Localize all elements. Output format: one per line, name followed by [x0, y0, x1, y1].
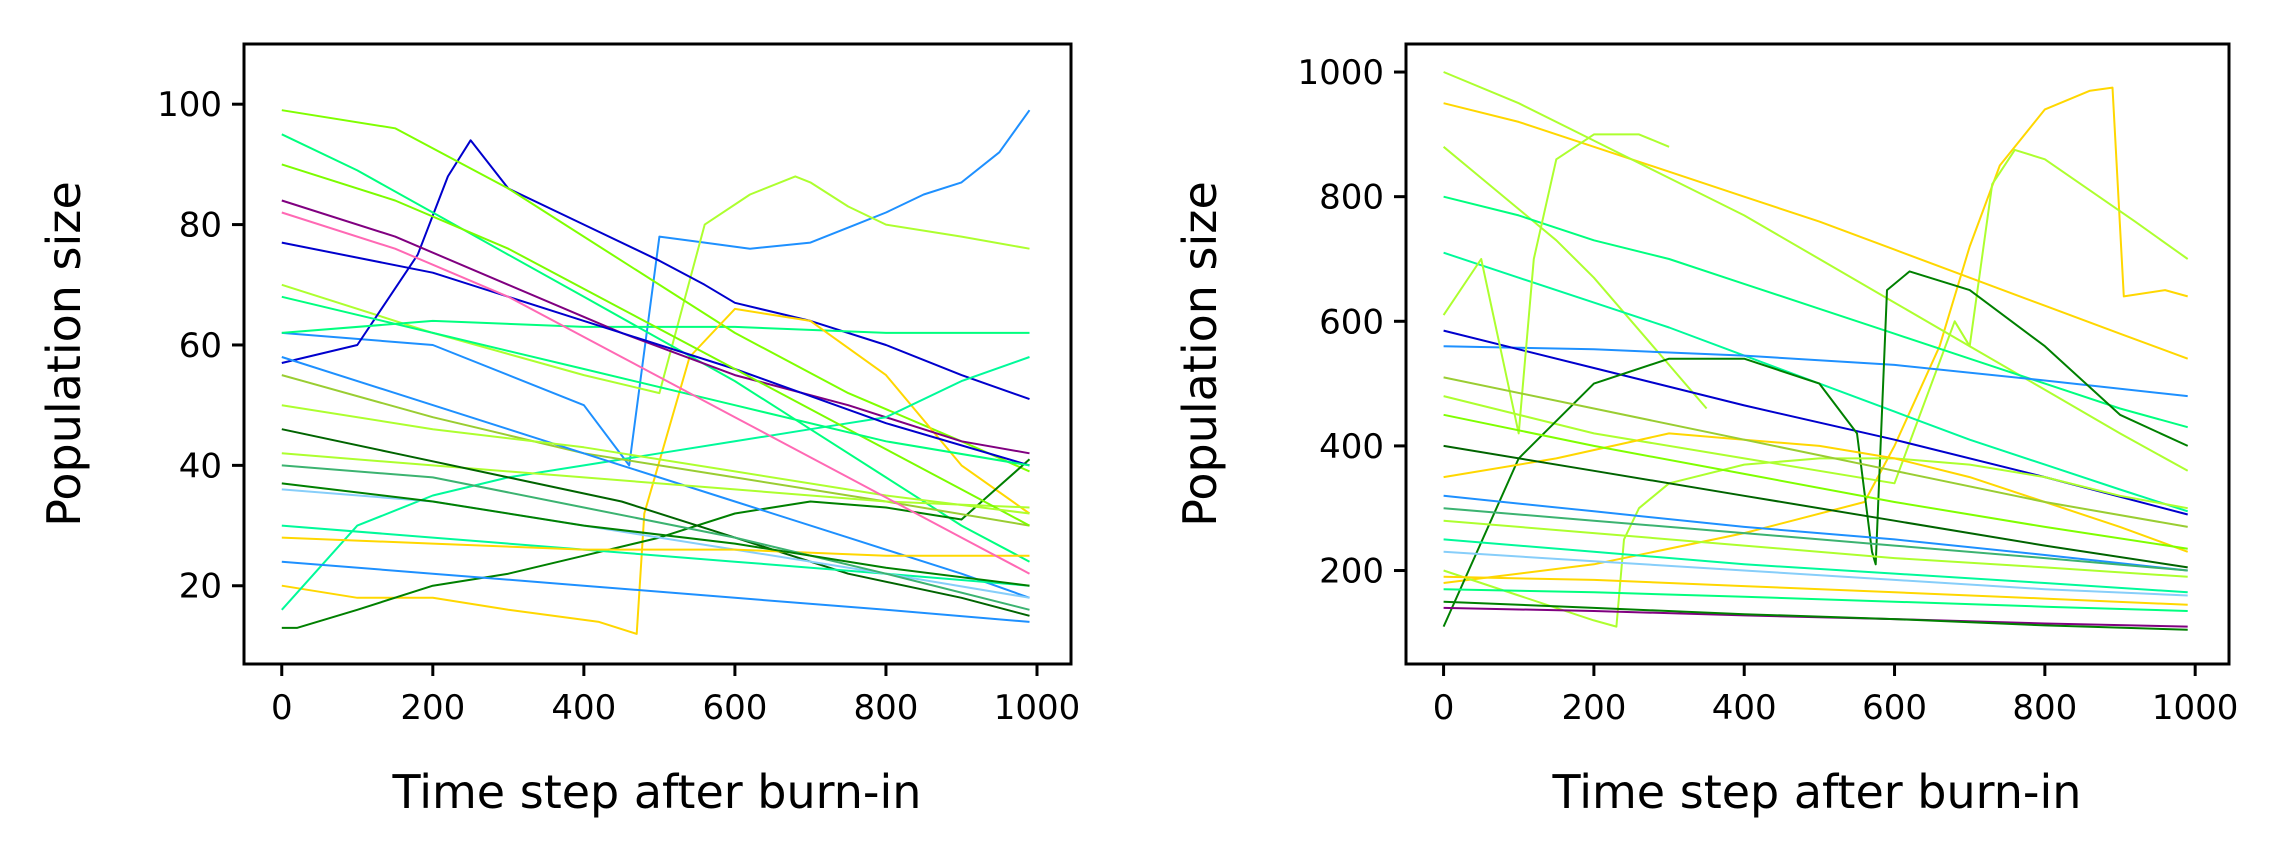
x-tick-label: 800 [2012, 688, 2077, 728]
series-line-20 [281, 464, 1030, 611]
series-line-2 [281, 175, 1030, 395]
y-tick-label: 40 [179, 446, 222, 486]
series-line-24 [281, 560, 1030, 623]
series-line-13 [281, 452, 1030, 509]
y-tick-label: 80 [179, 206, 222, 246]
y-tick-label: 100 [157, 85, 222, 125]
series-line-6 [1443, 195, 2188, 429]
x-tick-label: 400 [1712, 688, 1777, 728]
series-line-21 [281, 295, 1030, 467]
series-line-18 [281, 241, 1030, 467]
population-chart-right: 0 200 400 600 800 1000 200 400 600 800 1000 Time … [1145, 0, 2291, 861]
series-line-2 [1443, 148, 2189, 485]
series-layer [281, 109, 1031, 635]
y-tick-label: 600 [1319, 302, 1384, 342]
x-axis-ticks: 0 200 400 600 800 1000 [271, 664, 1080, 728]
series-line-13 [1443, 432, 2189, 553]
x-axis-label: Time step after burn-in [1552, 765, 2082, 819]
population-chart-left: 0 200 400 600 800 1000 20 40 60 80 100 Time step … [0, 0, 1145, 861]
series-line-8 [281, 199, 1030, 455]
series-line-3 [1443, 102, 2189, 360]
series-line-23 [1443, 550, 2188, 597]
x-tick-label: 0 [271, 688, 293, 728]
series-line-7 [281, 133, 1030, 563]
y-tick-label: 400 [1319, 427, 1384, 467]
series-line-17 [1443, 538, 2188, 594]
series-line-4 [1443, 71, 2189, 472]
x-tick-label: 400 [551, 688, 616, 728]
series-line-16 [1443, 413, 2188, 550]
series-line-22 [281, 404, 1030, 515]
series-line-15 [281, 524, 1030, 587]
series-line-20 [1443, 519, 2188, 578]
y-axis-label: Population size [37, 181, 91, 527]
series-line-5 [281, 109, 1030, 473]
series-line-8 [1443, 345, 2188, 398]
y-axis-ticks: 200 400 600 800 1000 [1297, 53, 1406, 592]
x-tick-label: 0 [1433, 688, 1455, 728]
series-line-11 [1442, 133, 1670, 435]
series-line-19 [1443, 600, 2188, 631]
x-tick-label: 200 [400, 688, 465, 728]
x-tick-label: 600 [1862, 688, 1927, 728]
x-axis-ticks: 0 200 400 600 800 1000 [1433, 664, 2239, 728]
series-line-1 [281, 109, 1031, 467]
x-tick-label: 1000 [2152, 688, 2239, 728]
series-line-9 [281, 458, 1031, 629]
x-axis-label: Time step after burn-in [392, 765, 922, 819]
x-tick-label: 200 [1561, 688, 1626, 728]
series-line-12 [1443, 457, 2188, 628]
series-line-25 [1443, 376, 2188, 528]
series-line-10 [1442, 270, 2189, 628]
y-axis-ticks: 20 40 60 80 100 [157, 85, 244, 607]
series-line-10 [281, 356, 1030, 611]
series-line-19 [281, 163, 1030, 527]
y-tick-label: 20 [179, 567, 222, 607]
y-tick-label: 200 [1319, 552, 1384, 592]
plot-frame [242, 42, 1073, 666]
y-tick-label: 800 [1319, 178, 1384, 218]
series-line-17 [281, 536, 1030, 557]
series-line-11 [281, 374, 1030, 527]
x-tick-label: 600 [702, 688, 767, 728]
series-line-5 [1442, 146, 1708, 410]
series-layer [1442, 71, 2189, 631]
series-line-22 [1443, 507, 2188, 572]
y-tick-label: 60 [179, 326, 222, 366]
series-line-25 [281, 482, 1030, 587]
series-line-4 [281, 319, 1030, 334]
series-line-23 [281, 211, 1030, 575]
series-line-24 [1443, 588, 2188, 612]
series-line-14 [281, 428, 1030, 617]
series-line-15 [1443, 494, 2188, 572]
y-axis-label: Population size [1173, 181, 1227, 527]
x-tick-label: 800 [854, 688, 919, 728]
y-tick-label: 1000 [1297, 53, 1384, 93]
series-line-14 [1443, 444, 2188, 569]
series-line-12 [281, 356, 1030, 599]
series-line-21 [1443, 575, 2188, 606]
x-tick-label: 1000 [994, 688, 1081, 728]
series-line-6 [281, 307, 1031, 635]
series-line-3 [281, 139, 1030, 401]
